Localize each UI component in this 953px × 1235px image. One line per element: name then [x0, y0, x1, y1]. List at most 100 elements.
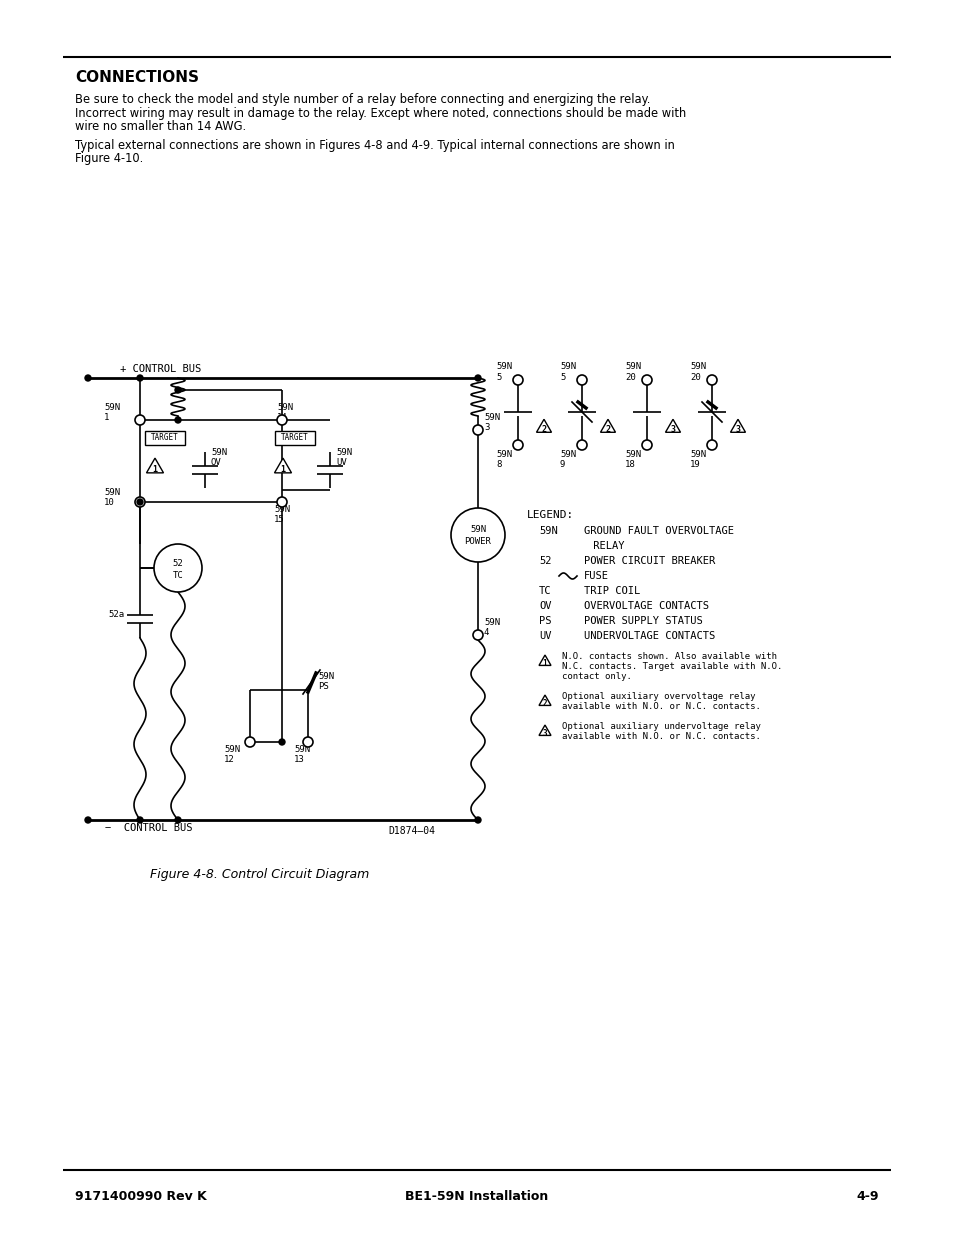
Polygon shape: [599, 420, 615, 432]
Text: 12: 12: [224, 755, 234, 764]
Circle shape: [475, 375, 480, 382]
Circle shape: [153, 543, 202, 592]
Circle shape: [473, 425, 482, 435]
Text: Be sure to check the model and style number of a relay before connecting and ene: Be sure to check the model and style num…: [75, 93, 650, 106]
Text: 59N: 59N: [335, 448, 352, 457]
Text: 59N: 59N: [294, 745, 310, 755]
Text: OV: OV: [211, 458, 221, 467]
Text: UV: UV: [335, 458, 346, 467]
Text: Figure 4-8. Control Circuit Diagram: Figure 4-8. Control Circuit Diagram: [151, 868, 369, 881]
Text: 59N: 59N: [538, 526, 558, 536]
Text: 59N: 59N: [559, 362, 576, 370]
Text: POWER: POWER: [464, 537, 491, 547]
Text: 59N: 59N: [211, 448, 227, 457]
Text: 59N: 59N: [624, 362, 640, 370]
Text: 59N: 59N: [624, 450, 640, 459]
Text: 18: 18: [624, 459, 635, 469]
Text: Typical external connections are shown in Figures 4-8 and 4-9. Typical internal : Typical external connections are shown i…: [75, 138, 674, 152]
Circle shape: [85, 818, 91, 823]
Text: 59N: 59N: [470, 526, 485, 535]
Text: contact only.: contact only.: [561, 672, 631, 680]
Text: LEGEND:: LEGEND:: [526, 510, 574, 520]
Text: 1: 1: [152, 464, 157, 473]
Text: 4-9: 4-9: [856, 1191, 878, 1203]
Polygon shape: [538, 725, 551, 735]
Text: 9: 9: [559, 459, 565, 469]
Text: 59N: 59N: [496, 362, 512, 370]
Text: 59N: 59N: [274, 505, 290, 514]
Text: 5: 5: [496, 373, 501, 382]
Text: 59N: 59N: [483, 618, 499, 627]
Text: PS: PS: [538, 616, 551, 626]
Text: Figure 4-10.: Figure 4-10.: [75, 152, 143, 165]
Text: 3: 3: [735, 425, 740, 433]
Text: 3: 3: [483, 424, 489, 432]
Text: + CONTROL BUS: + CONTROL BUS: [120, 364, 201, 374]
Polygon shape: [536, 420, 551, 432]
Text: 1: 1: [542, 658, 547, 667]
Text: 52: 52: [538, 556, 551, 566]
Text: 52: 52: [172, 558, 183, 568]
Circle shape: [577, 375, 586, 385]
Text: 14: 14: [276, 412, 288, 422]
Text: UV: UV: [538, 631, 551, 641]
Text: −  CONTROL BUS: − CONTROL BUS: [105, 823, 193, 832]
Text: 2: 2: [542, 699, 547, 708]
Text: BE1-59N Installation: BE1-59N Installation: [405, 1191, 548, 1203]
Circle shape: [473, 630, 482, 640]
Text: 59N: 59N: [224, 745, 240, 755]
Text: 1: 1: [280, 464, 285, 473]
Circle shape: [135, 496, 145, 508]
Text: GROUND FAULT OVERVOLTAGE: GROUND FAULT OVERVOLTAGE: [583, 526, 733, 536]
Text: available with N.O. or N.C. contacts.: available with N.O. or N.C. contacts.: [561, 732, 760, 741]
Text: TC: TC: [538, 585, 551, 597]
Circle shape: [475, 818, 480, 823]
Circle shape: [513, 440, 522, 450]
Circle shape: [451, 508, 504, 562]
Circle shape: [278, 739, 285, 745]
Text: 20: 20: [689, 373, 700, 382]
Circle shape: [641, 375, 651, 385]
Text: PS: PS: [317, 682, 329, 692]
Text: 59N: 59N: [689, 362, 705, 370]
Text: CONNECTIONS: CONNECTIONS: [75, 70, 199, 85]
Text: Incorrect wiring may result in damage to the relay. Except where noted, connecti: Incorrect wiring may result in damage to…: [75, 106, 685, 120]
Circle shape: [641, 440, 651, 450]
Circle shape: [706, 440, 717, 450]
Circle shape: [174, 387, 181, 393]
Circle shape: [137, 499, 143, 505]
Text: POWER SUPPLY STATUS: POWER SUPPLY STATUS: [583, 616, 702, 626]
Text: 59N: 59N: [276, 403, 293, 412]
Text: 5: 5: [559, 373, 565, 382]
Circle shape: [174, 818, 181, 823]
Text: FUSE: FUSE: [583, 571, 608, 580]
Text: 52a: 52a: [108, 610, 124, 619]
Text: 20: 20: [624, 373, 635, 382]
Circle shape: [303, 737, 313, 747]
Text: 59N: 59N: [317, 672, 334, 680]
Text: N.C. contacts. Target available with N.O.: N.C. contacts. Target available with N.O…: [561, 662, 781, 671]
Circle shape: [276, 496, 287, 508]
Text: TC: TC: [172, 571, 183, 579]
Text: Optional auxiliary overvoltage relay: Optional auxiliary overvoltage relay: [561, 692, 755, 701]
Text: 8: 8: [496, 459, 501, 469]
Text: 59N: 59N: [104, 488, 120, 496]
FancyBboxPatch shape: [145, 431, 185, 445]
Text: TRIP COIL: TRIP COIL: [583, 585, 639, 597]
Polygon shape: [147, 458, 163, 473]
Circle shape: [85, 375, 91, 382]
Text: 2: 2: [605, 425, 610, 433]
Text: 10: 10: [104, 498, 114, 508]
Polygon shape: [538, 655, 551, 666]
Text: 59N: 59N: [689, 450, 705, 459]
Text: 15: 15: [274, 515, 284, 524]
Polygon shape: [274, 458, 292, 473]
Circle shape: [137, 818, 143, 823]
Text: 13: 13: [294, 755, 304, 764]
Text: N.O. contacts shown. Also available with: N.O. contacts shown. Also available with: [561, 652, 776, 661]
Text: TARGET: TARGET: [151, 433, 178, 442]
Circle shape: [245, 737, 254, 747]
Text: 9171400990 Rev K: 9171400990 Rev K: [75, 1191, 207, 1203]
Text: TARGET: TARGET: [281, 433, 309, 442]
Text: POWER CIRCUIT BREAKER: POWER CIRCUIT BREAKER: [583, 556, 715, 566]
